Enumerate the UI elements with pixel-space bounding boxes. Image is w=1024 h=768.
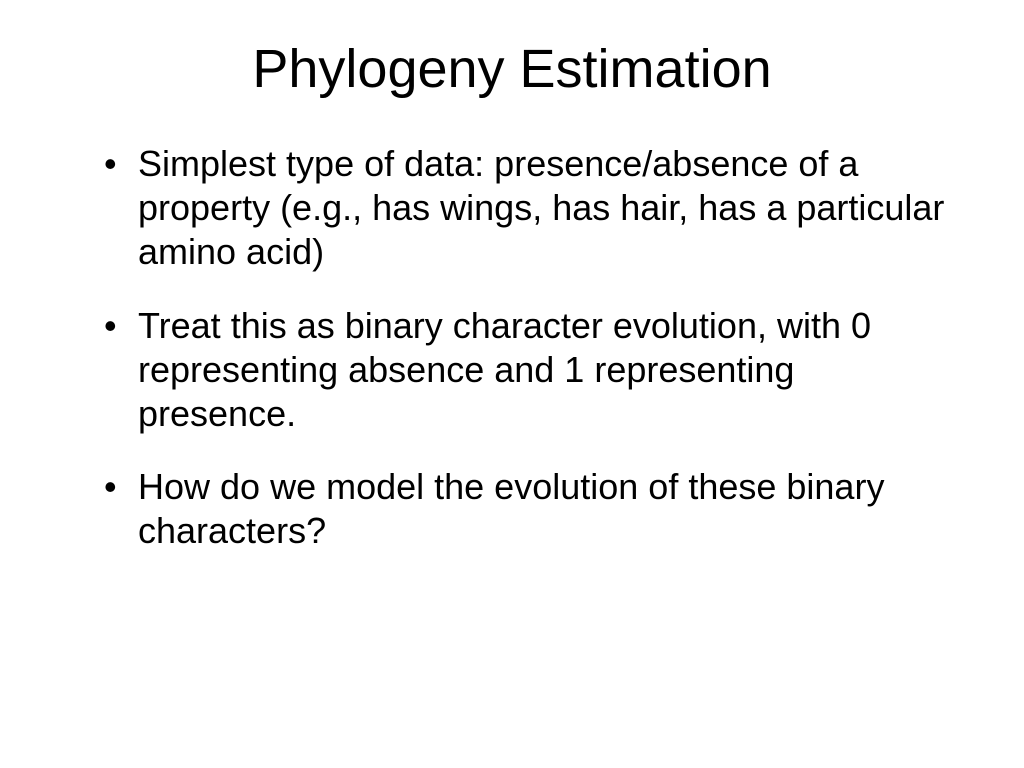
bullet-item: How do we model the evolution of these b… bbox=[110, 465, 946, 553]
slide-title: Phylogeny Estimation bbox=[78, 38, 946, 100]
bullet-list: Simplest type of data: presence/absence … bbox=[78, 142, 946, 553]
bullet-item: Simplest type of data: presence/absence … bbox=[110, 142, 946, 274]
bullet-item: Treat this as binary character evolution… bbox=[110, 304, 946, 436]
slide: Phylogeny Estimation Simplest type of da… bbox=[0, 0, 1024, 768]
